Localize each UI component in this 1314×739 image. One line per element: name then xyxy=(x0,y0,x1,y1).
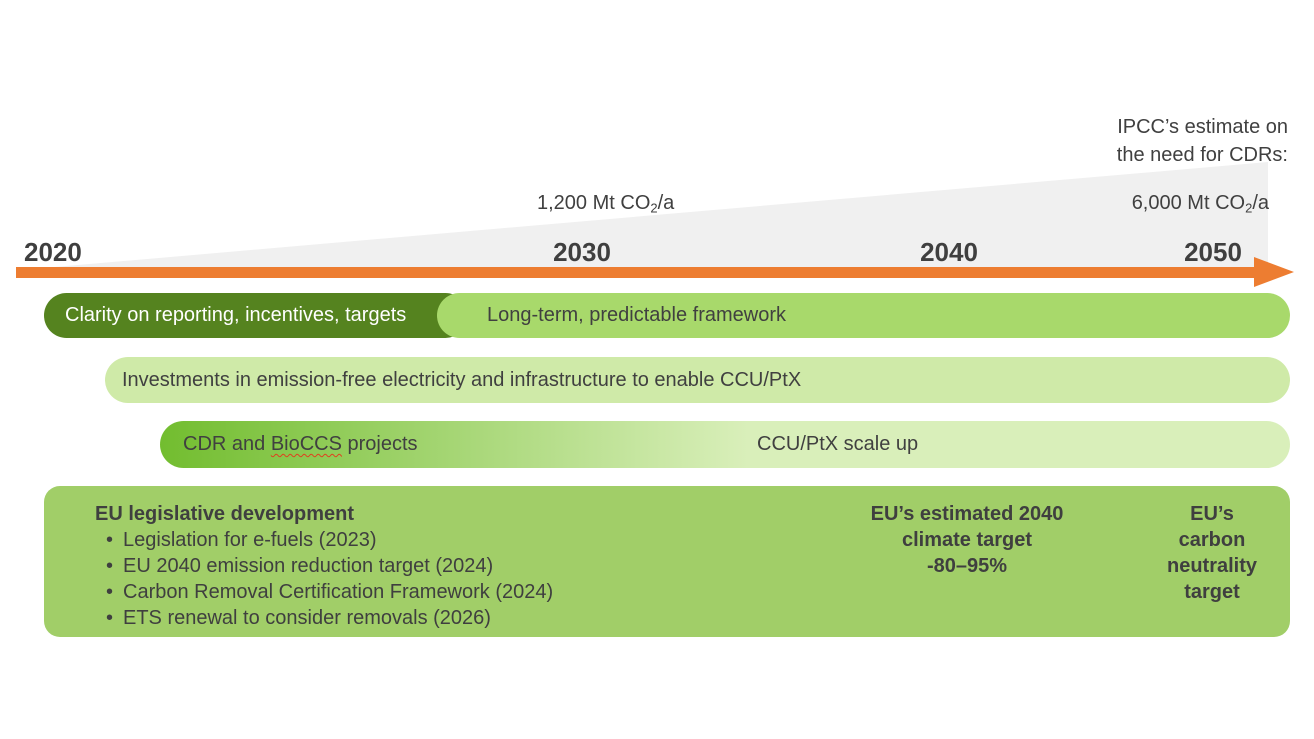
bar-long-term-framework: Long-term, predictable framework xyxy=(437,293,1290,338)
year-label-2030: 2030 xyxy=(553,237,611,267)
co2-subscript: 2 xyxy=(1245,200,1253,216)
eu-carbon-neutrality-line1: EU’s xyxy=(1190,503,1234,525)
eu-2040-climate-target: EU’s estimated 2040 climate target -80–9… xyxy=(871,501,1064,579)
ipcc-note-line2: the need for CDRs: xyxy=(1116,144,1288,166)
bar-ccuptx-scaleup-label: CCU/PtX scale up xyxy=(757,433,919,455)
bar-clarity-reporting: Clarity on reporting, incentives, target… xyxy=(44,293,468,338)
eu-2040-climate-target-line2: climate target xyxy=(901,529,1033,551)
bullet-dot-icon: • xyxy=(106,607,114,629)
legislative-bullet-item: • Carbon Removal Certification Framework… xyxy=(95,579,553,605)
year-label-2020: 2020 xyxy=(24,237,82,267)
bar-cdr-bioccs-label-post: projects xyxy=(341,433,418,455)
bar-clarity-reporting-label: Clarity on reporting, incentives, target… xyxy=(65,304,407,326)
legislative-bullet-item: • Legislation for e-fuels (2023) xyxy=(95,527,553,553)
co2-estimate-2030-prefix: 1,200 Mt CO xyxy=(537,192,651,214)
co2-estimate-2030: 1,200 Mt CO2/a xyxy=(537,192,674,216)
co2-estimate-2050-suffix: /a xyxy=(1252,192,1269,214)
growth-wedge-polygon xyxy=(20,162,1268,270)
ipcc-note-line1: IPCC’s estimate on xyxy=(1117,116,1288,138)
legislative-bullet-text: EU 2040 emission reduction target (2024) xyxy=(123,555,494,577)
co2-estimate-2030-suffix: /a xyxy=(657,192,675,214)
bullet-dot-icon: • xyxy=(106,529,114,551)
bullet-dot-icon: • xyxy=(106,581,114,603)
legislative-bullet-text: ETS renewal to consider removals (2026) xyxy=(123,607,491,629)
co2-estimate-2050-prefix: 6,000 Mt CO xyxy=(1131,192,1246,214)
legislative-title: EU legislative development xyxy=(95,503,354,525)
bar-cdr-bioccs-ccuptx: CDR and BioCCS projects CCU/PtX scale up xyxy=(160,421,1290,468)
co2-subscript: 2 xyxy=(650,200,658,216)
legislative-bullet-item: • ETS renewal to consider removals (2026… xyxy=(95,605,553,631)
legislative-list: EU legislative development • Legislation… xyxy=(95,501,553,631)
ipcc-note: IPCC’s estimate on the need for CDRs: xyxy=(1117,113,1288,169)
timeline-arrow-shaft xyxy=(16,267,1260,278)
bar-cdr-bioccs-label-pre: CDR and xyxy=(183,433,271,455)
bar-investments-electricity: Investments in emission-free electricity… xyxy=(105,357,1290,403)
eu-carbon-neutrality-target: EU’s carbon neutrality target xyxy=(1167,501,1257,605)
legislative-bullet-text: Legislation for e-fuels (2023) xyxy=(123,529,377,551)
bullet-dot-icon: • xyxy=(106,555,114,577)
bar-long-term-framework-label: Long-term, predictable framework xyxy=(487,304,787,326)
eu-carbon-neutrality-line2: carbon xyxy=(1178,529,1246,551)
bar-cdr-bioccs-label-flagged-word: BioCCS xyxy=(270,433,342,455)
year-label-2050: 2050 xyxy=(1184,237,1242,267)
bar-cdr-bioccs-label: CDR and BioCCS projects xyxy=(183,421,418,468)
timeline-arrow-head-icon xyxy=(1254,257,1294,287)
legislative-bullet-item: • EU 2040 emission reduction target (202… xyxy=(95,553,553,579)
legislative-bullet-text: Carbon Removal Certification Framework (… xyxy=(123,581,554,603)
legislative-bullet-list: • Legislation for e-fuels (2023) • EU 20… xyxy=(95,527,553,631)
eu-carbon-neutrality-line3: neutrality xyxy=(1166,555,1258,577)
legislative-development-box: EU legislative development • Legislation… xyxy=(44,486,1290,637)
eu-2040-climate-target-line1: EU’s estimated 2040 xyxy=(870,503,1064,525)
co2-estimate-2050: 6,000 Mt CO2/a xyxy=(1132,192,1269,216)
bar-investments-electricity-label: Investments in emission-free electricity… xyxy=(122,369,802,391)
eu-carbon-neutrality-line4: target xyxy=(1184,581,1240,603)
eu-2040-climate-target-line3: -80–95% xyxy=(926,555,1008,577)
year-label-2040: 2040 xyxy=(920,237,978,267)
